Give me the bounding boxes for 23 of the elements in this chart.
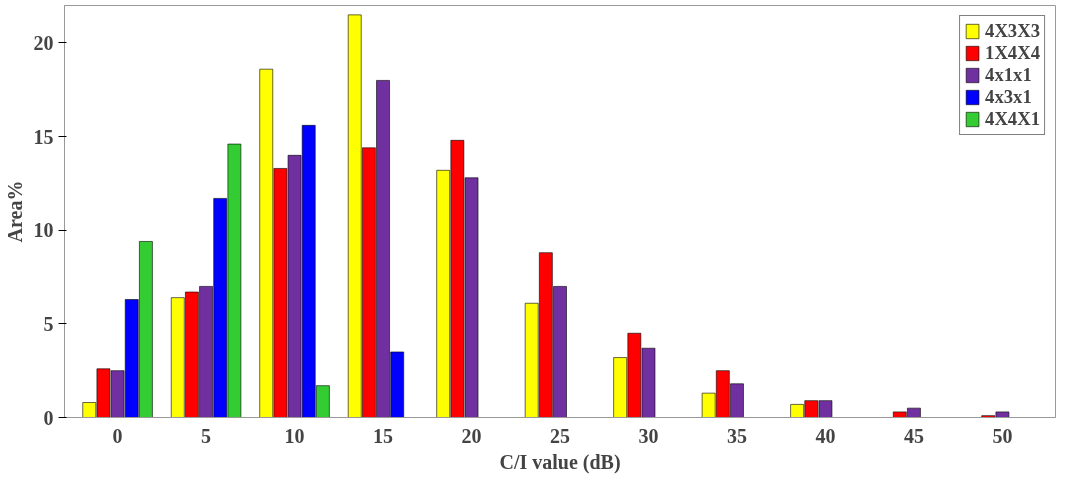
y-tick-label: 10 <box>33 219 54 242</box>
y-tick-label: 15 <box>33 125 54 148</box>
x-tick-label: 45 <box>903 424 924 447</box>
y-tick-label: 0 <box>43 406 54 429</box>
x-tick-label: 50 <box>992 424 1013 447</box>
y-tick-label: 5 <box>43 312 54 335</box>
legend-label: 4x3x1 <box>985 86 1032 108</box>
legend-label: 4X3X3 <box>985 20 1040 42</box>
y-axis-title: Area% <box>3 180 26 243</box>
x-tick-label: 15 <box>373 424 394 447</box>
x-tick-label: 20 <box>461 424 482 447</box>
legend-label: 1X4X4 <box>985 42 1040 64</box>
legend-label: 4x1x1 <box>985 64 1032 86</box>
y-tick-label: 20 <box>33 31 54 54</box>
x-tick-label: 10 <box>284 424 305 447</box>
x-tick-label: 0 <box>112 424 123 447</box>
x-tick-label: 40 <box>815 424 836 447</box>
x-axis-title: C/I value (dB) <box>499 450 621 474</box>
x-tick-label: 25 <box>550 424 570 447</box>
x-tick-label: 5 <box>201 424 212 447</box>
legend-label: 4X4X1 <box>985 108 1040 130</box>
x-tick-label: 35 <box>726 424 747 447</box>
x-tick-label: 30 <box>638 424 659 447</box>
